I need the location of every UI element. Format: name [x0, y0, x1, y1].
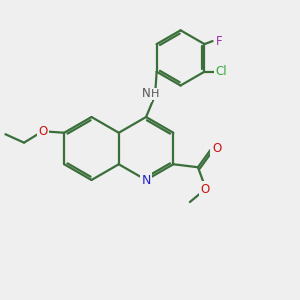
Text: Cl: Cl: [216, 65, 227, 78]
Text: O: O: [38, 125, 47, 138]
Text: N: N: [142, 87, 151, 101]
Text: H: H: [151, 89, 159, 99]
Text: O: O: [201, 183, 210, 196]
Text: O: O: [212, 142, 221, 155]
Text: N: N: [141, 173, 151, 187]
Text: F: F: [216, 34, 223, 48]
